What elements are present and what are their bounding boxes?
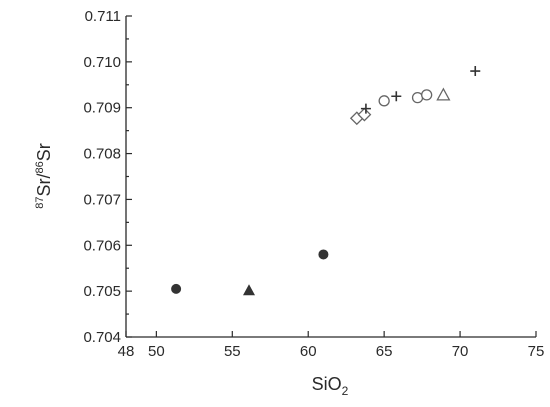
axis-ticks: 48 50 55 60 65 70 75 0.704 0.705 0.706 0.707 0.708 0…	[83, 8, 544, 360]
y-tick-label: 0.704	[83, 329, 121, 346]
x-tick-label: 75	[528, 343, 545, 360]
chart-axes	[125, 16, 536, 338]
plus-marker	[470, 66, 481, 77]
open-triangle-marker	[436, 87, 451, 101]
y-tick-label: 0.710	[83, 54, 121, 71]
filled-triangle-marker	[243, 284, 255, 296]
y-tick-label: 0.707	[83, 191, 121, 208]
x-tick-label: 70	[452, 343, 469, 360]
filled-circle-marker	[171, 283, 182, 294]
x-tick-label: 48	[118, 343, 135, 360]
y-tick-label: 0.705	[83, 283, 121, 300]
x-axis-label: SiO2	[312, 374, 349, 398]
y-tick-label: 0.706	[83, 237, 121, 254]
filled-circle-marker	[318, 249, 329, 260]
y-tick-label: 0.708	[83, 146, 121, 163]
plus-marker	[360, 103, 371, 114]
x-tick-label: 55	[224, 343, 241, 360]
x-tick-label: 50	[148, 343, 165, 360]
x-tick-label: 60	[300, 343, 317, 360]
open-circle-marker	[378, 95, 390, 107]
x-tick-label: 65	[376, 343, 393, 360]
y-axis-label: 87Sr/86Sr	[34, 143, 54, 209]
y-tick-label: 0.711	[85, 8, 121, 25]
open-circle-marker	[421, 89, 433, 101]
data-markers	[171, 66, 481, 296]
y-tick-label: 0.709	[83, 100, 121, 117]
plus-marker	[391, 91, 402, 102]
open-circle-marker	[411, 91, 424, 104]
open-diamond-marker	[357, 107, 372, 122]
